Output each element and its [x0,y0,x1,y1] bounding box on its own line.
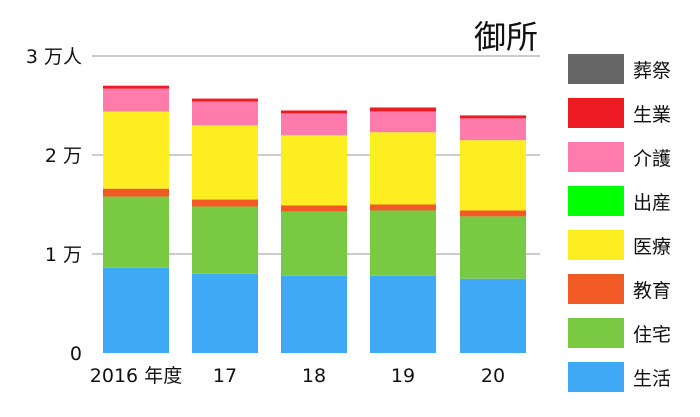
bars [103,85,526,353]
bar-segment [460,216,526,279]
legend-swatch [568,98,624,128]
bar-segment [192,98,258,102]
legend-label: 生業 [633,103,672,126]
x-tick-label: 17 [213,365,237,387]
bar-segment [281,113,347,136]
bar-segment [460,278,526,353]
y-tick-label: 2 万 [45,145,82,167]
legend-label: 医療 [633,235,672,258]
legend-item: 葬祭 [568,54,671,84]
x-tick-label: 20 [481,365,505,387]
bar-segment [370,132,436,205]
legend-item: 教育 [568,274,671,304]
legend-label: 住宅 [633,323,672,346]
legend-swatch [568,142,624,172]
bar-segment [370,210,436,276]
legend-item: 生業 [568,98,671,128]
x-tick-label: 2016 年度 [90,365,182,387]
legend-swatch [568,274,624,304]
bar-segment [103,267,169,353]
legend-item: 住宅 [568,318,671,348]
bar-segment [192,199,258,207]
legend-label: 出産 [633,191,672,214]
x-axis-ticks: 2016 年度 17 18 19 20 [90,365,505,387]
bar-segment [281,110,347,114]
bar-segment [460,140,526,211]
chart-title: 御所 [474,18,538,56]
legend-swatch [568,230,624,260]
bar-segment [281,275,347,353]
bar-segment [370,111,436,133]
bar-segment [103,111,169,189]
legend-label: 生活 [633,367,672,390]
bar-segment [192,125,258,200]
bar-segment [460,115,526,119]
legend-label: 教育 [633,279,672,302]
y-axis-ticks: 0 1 万 2 万 3 万人 [26,46,82,365]
bar-segment [192,206,258,274]
bar-segment [460,118,526,141]
bar-segment [460,210,526,217]
y-tick-label: 1 万 [45,244,82,266]
bar-segment [281,135,347,206]
legend-swatch [568,362,624,392]
bar-segment [370,107,436,112]
bar-segment [103,188,169,197]
legend-swatch [568,318,624,348]
bar-segment [281,211,347,276]
legend-item: 生活 [568,362,671,392]
bar-segment [103,196,169,268]
x-tick-label: 19 [391,365,415,387]
y-tick-label: 0 [70,343,82,365]
legend-item: 介護 [568,142,671,172]
legend-swatch [568,54,624,84]
legend-swatch [568,186,624,216]
bar-segment [103,88,169,112]
bar-segment [281,205,347,212]
x-tick-label: 18 [302,365,326,387]
bar-segment [370,204,436,211]
y-tick-label: 3 万人 [26,46,82,68]
legend-label: 葬祭 [633,59,672,82]
legend-item: 医療 [568,230,671,260]
legend-label: 介護 [633,147,672,170]
bar-segment [192,273,258,353]
legend-item: 出産 [568,186,671,216]
bar-segment [370,275,436,353]
bar-segment [192,101,258,126]
bar-segment [103,85,169,89]
